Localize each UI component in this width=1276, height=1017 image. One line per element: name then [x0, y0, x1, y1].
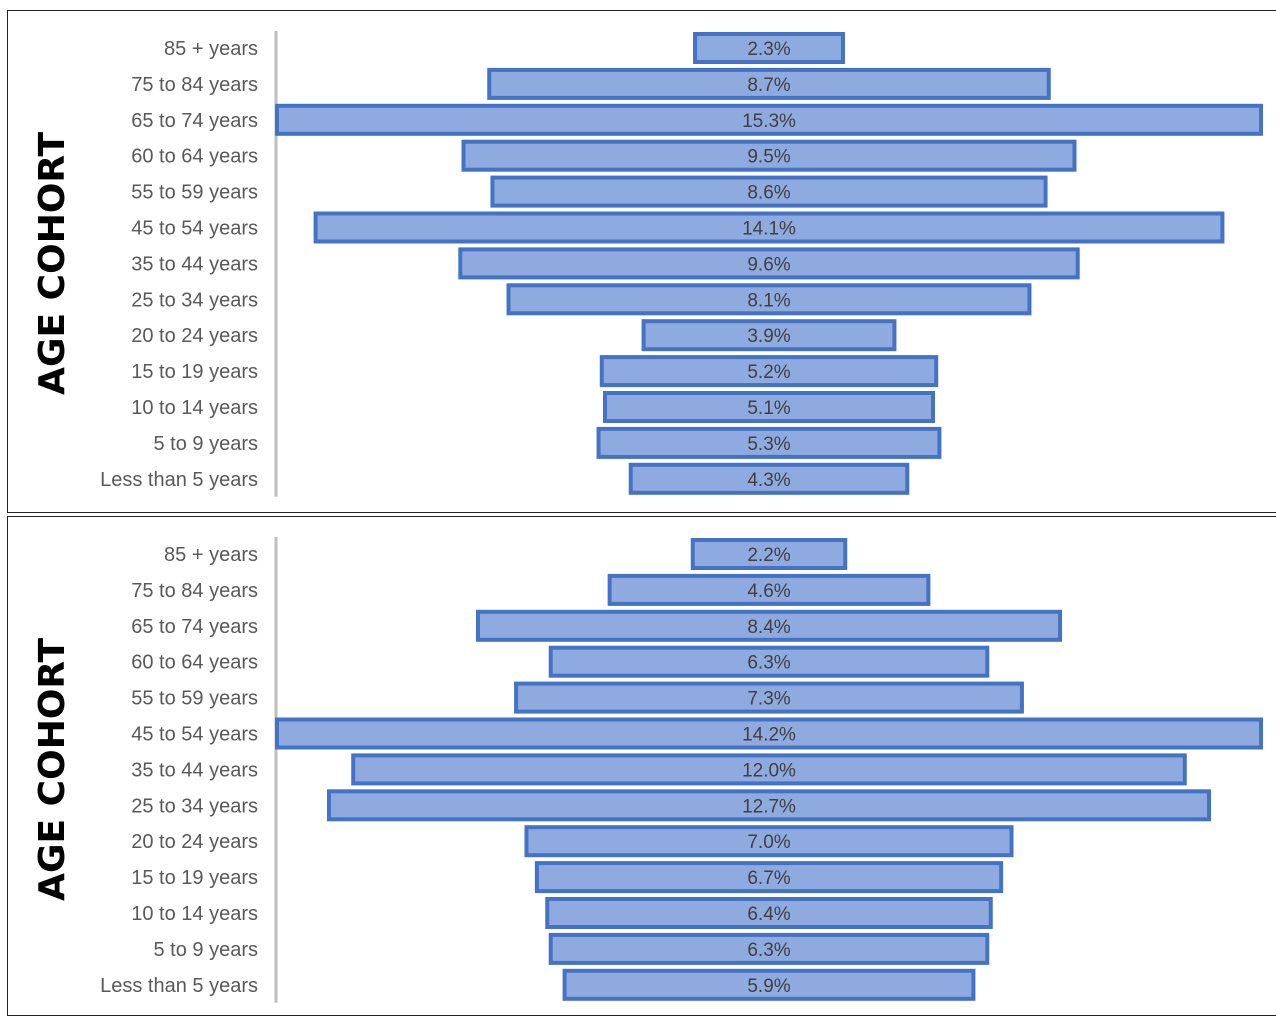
bar-1-7: [326, 789, 1212, 822]
category-label: 25 to 34 years: [131, 289, 258, 311]
bar-0-0: [693, 32, 845, 64]
category-label: 5 to 9 years: [153, 433, 258, 455]
bar-1-0: [690, 538, 848, 570]
bar-0-5: [313, 211, 1225, 244]
data-label: 12.7%: [742, 796, 796, 817]
data-label: 2.3%: [747, 39, 790, 60]
bar-0-8: [641, 319, 897, 352]
bar-1-5: [275, 717, 1263, 750]
data-label: 8.6%: [747, 183, 790, 204]
category-label: 35 to 44 years: [131, 759, 258, 781]
bar-0-6: [458, 247, 1080, 280]
data-label: 4.6%: [747, 581, 790, 602]
category-label: Less than 5 years: [100, 975, 258, 997]
category-label: 85 + years: [164, 38, 258, 60]
data-label: 14.2%: [742, 725, 796, 746]
bar-0-1: [487, 67, 1051, 100]
category-label: 10 to 14 years: [131, 397, 258, 419]
category-label: 55 to 59 years: [131, 688, 258, 710]
chart-panel-1: AGE COHORT 85 + years 2.3% 75 to 84 years 8.…: [7, 10, 1276, 513]
data-label: 3.9%: [747, 326, 790, 347]
data-label: 15.3%: [742, 111, 796, 132]
data-label: 6.4%: [747, 904, 790, 925]
bar-0-10: [603, 391, 935, 423]
data-label: 6.3%: [747, 653, 790, 674]
bar-1-10: [545, 897, 993, 929]
category-label: 75 to 84 years: [131, 580, 258, 602]
data-label: 5.9%: [747, 976, 790, 997]
data-label: 7.3%: [747, 689, 790, 710]
category-label: 35 to 44 years: [131, 253, 258, 275]
category-label: Less than 5 years: [100, 469, 258, 491]
data-label: 6.7%: [747, 868, 790, 889]
category-label: 20 to 24 years: [131, 325, 258, 347]
data-label: 7.0%: [747, 832, 790, 853]
category-label: 75 to 84 years: [131, 74, 258, 96]
data-label: 2.2%: [747, 545, 790, 566]
category-label: 65 to 74 years: [131, 110, 258, 132]
bar-1-9: [534, 861, 1004, 894]
bar-1-8: [524, 825, 1014, 858]
category-label: 85 + years: [164, 544, 258, 566]
data-label: 14.1%: [742, 219, 796, 240]
bar-0-3: [461, 139, 1077, 172]
population-pyramid-chart-1: AGE COHORT 85 + years 2.3% 75 to 84 years 8.…: [32, 31, 1263, 497]
chart-panel-2: AGE COHORT 85 + years 2.2% 75 to 84 years 4.…: [7, 516, 1276, 1016]
data-label: 9.6%: [747, 254, 790, 275]
bar-0-2: [275, 103, 1263, 136]
category-label: 15 to 19 years: [131, 867, 258, 889]
y-axis-title: AGE COHORT: [32, 131, 73, 394]
bar-0-11: [596, 426, 942, 459]
category-label: 45 to 54 years: [131, 218, 258, 240]
category-label: 5 to 9 years: [153, 939, 258, 961]
cropped-title-strip: [0, 0, 1276, 10]
category-label: 60 to 64 years: [131, 652, 258, 674]
bar-1-1: [607, 573, 931, 606]
category-label: 15 to 19 years: [131, 361, 258, 383]
bar-1-11: [548, 932, 990, 965]
category-label: 65 to 74 years: [131, 616, 258, 638]
data-label: 8.7%: [747, 75, 790, 96]
bar-1-3: [548, 645, 990, 678]
data-label: 9.5%: [747, 147, 790, 168]
bar-1-6: [351, 753, 1187, 786]
category-label: 25 to 34 years: [131, 795, 258, 817]
data-label: 6.3%: [747, 940, 790, 961]
data-label: 5.1%: [747, 398, 790, 419]
bar-0-12: [628, 462, 910, 495]
bar-0-9: [599, 355, 939, 388]
bar-1-12: [562, 968, 976, 1001]
category-label: 60 to 64 years: [131, 146, 258, 168]
data-label: 5.2%: [747, 362, 790, 383]
data-label: 12.0%: [742, 760, 796, 781]
bar-1-2: [475, 609, 1063, 642]
data-label: 5.3%: [747, 434, 790, 455]
y-axis-title: AGE COHORT: [32, 637, 73, 900]
data-label: 8.4%: [747, 617, 790, 638]
category-label: 10 to 14 years: [131, 903, 258, 925]
category-label: 55 to 59 years: [131, 182, 258, 204]
data-label: 8.1%: [747, 290, 790, 311]
category-label: 45 to 54 years: [131, 724, 258, 746]
population-pyramid-chart-2: AGE COHORT 85 + years 2.2% 75 to 84 years 4.…: [32, 537, 1263, 1003]
bar-0-4: [490, 175, 1048, 208]
bar-1-4: [514, 681, 1024, 714]
bar-0-7: [506, 283, 1032, 316]
data-label: 4.3%: [747, 470, 790, 491]
category-label: 20 to 24 years: [131, 831, 258, 853]
